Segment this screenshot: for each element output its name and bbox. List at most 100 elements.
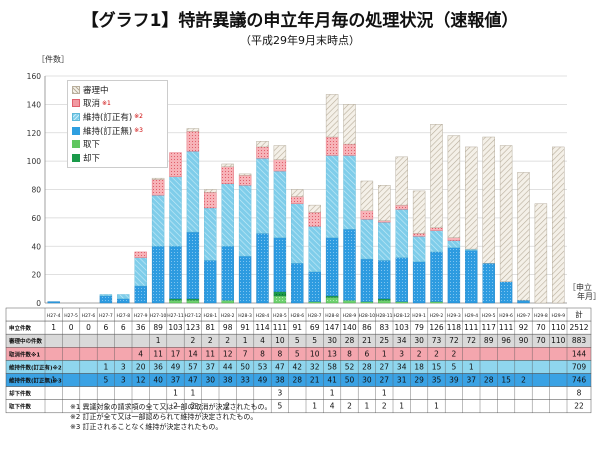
- y-tick-label: 60: [31, 214, 41, 223]
- table-cell: 37: [206, 362, 216, 371]
- bar-segment-maintain_uncorrected: [499, 281, 513, 304]
- bar-segment-pending: [378, 185, 391, 221]
- bar-segment-cancel: [360, 210, 374, 220]
- table-cell: 72: [449, 336, 459, 345]
- table-cell: 79: [414, 323, 424, 332]
- bar-segment-maintain_uncorrected: [308, 271, 321, 302]
- bar-segment-withdrawn: [378, 299, 391, 304]
- table-cell: 4: [330, 402, 335, 411]
- table-cell: 72: [467, 336, 477, 345]
- legend-label-maintain-uncorrected: 維持(訂正無): [83, 126, 133, 137]
- table-cell: 21: [362, 336, 372, 345]
- chart-subtitle: （平成29年9月末時点）: [240, 34, 360, 47]
- legend-label-cancel: 取消: [83, 99, 101, 110]
- bar-segment-cancel: [273, 159, 287, 172]
- bar-segment-cancel: [308, 211, 321, 227]
- table-header-cell: H28-9: [343, 313, 357, 319]
- y-tick-label: 160: [27, 72, 42, 81]
- bar-segment-maintain_corrected: [430, 230, 443, 253]
- table-cell: 27: [380, 362, 390, 371]
- bar-segment-maintain_corrected: [308, 226, 321, 272]
- bar-segment-cancel: [447, 237, 461, 241]
- table-cell: 4: [138, 349, 143, 358]
- y-tick-label: 120: [27, 129, 42, 138]
- table-cell: 1: [243, 336, 248, 345]
- bar-segment-withdrawn: [360, 301, 374, 304]
- table-cell: 1: [434, 402, 439, 411]
- bar-segment-cancel: [169, 152, 182, 177]
- table-cell: 70: [536, 336, 546, 345]
- table-cell: 73: [432, 336, 442, 345]
- table-cell: 35: [432, 376, 442, 385]
- bar-segment-pending: [412, 190, 426, 234]
- table-header-cell: H29-9: [551, 313, 565, 319]
- table-cell: 2: [521, 376, 526, 385]
- y-tick-label: 80: [31, 186, 41, 195]
- legend-swatch-maintain-corrected: [72, 112, 80, 121]
- bar-segment-pending: [256, 141, 269, 148]
- bar-segment-pending: [308, 204, 321, 213]
- bar-segment-dismissed: [378, 298, 391, 301]
- table-cell: 2: [173, 402, 178, 411]
- y-tick-label: 20: [31, 271, 41, 280]
- bar-segment-maintain_uncorrected: [343, 229, 356, 301]
- table-row-label: 審理中の件数: [8, 337, 43, 345]
- table-cell: 110: [551, 323, 566, 332]
- legend-item-dismissed: 却下: [72, 151, 163, 165]
- table-cell: 83: [380, 323, 390, 332]
- bar-segment-maintain_uncorrected: [412, 261, 426, 304]
- bar-segment-maintain_uncorrected: [186, 231, 200, 299]
- bar-segment-cancel: [325, 136, 339, 156]
- bar-segment-cancel: [430, 227, 443, 231]
- table-cell: 34: [397, 336, 407, 345]
- bar-segment-dismissed: [273, 291, 287, 297]
- table-cell: 3: [121, 376, 126, 385]
- bar-segment-pending: [151, 177, 165, 180]
- table-cell: 28: [293, 376, 303, 385]
- table-header-cell: H27-9: [134, 313, 148, 319]
- table-cell: 42: [293, 362, 303, 371]
- table-cell: 3: [121, 362, 126, 371]
- bar-segment-dismissed: [325, 295, 339, 298]
- bar-segment-maintain_corrected: [99, 294, 113, 297]
- table-row-label: 申立件数: [9, 324, 32, 332]
- table-total-header: 計: [575, 309, 583, 319]
- table-cell: 14: [188, 349, 198, 358]
- bar-segment-pending: [395, 156, 408, 206]
- table-cell: 6: [365, 349, 370, 358]
- table-total-cell: 22: [574, 402, 584, 411]
- legend-label-pending: 審理中: [83, 85, 109, 96]
- table-cell: 98: [223, 323, 233, 332]
- table-cell: 21: [310, 376, 320, 385]
- table-cell: 52: [345, 362, 355, 371]
- table-cell: 1: [173, 389, 178, 398]
- table-cell: 38: [275, 376, 285, 385]
- table-cell: 2: [225, 402, 230, 411]
- bar-segment-maintain_uncorrected: [465, 250, 478, 304]
- table-cell: 126: [429, 323, 444, 332]
- table-header-cell: H29-1: [412, 313, 426, 319]
- table-cell: 12: [136, 376, 146, 385]
- x-axis-label: 年月］: [577, 291, 600, 301]
- bar-segment-cancel: [221, 166, 234, 185]
- table-header-cell: H27-10: [150, 313, 167, 319]
- bar-segment-maintain_uncorrected: [482, 263, 495, 304]
- bar-segment-maintain_corrected: [117, 294, 130, 299]
- table-cell: 89: [484, 336, 494, 345]
- bar-segment-withdrawn: [308, 301, 321, 304]
- table-cell: 50: [345, 376, 355, 385]
- table-cell: 47: [275, 362, 285, 371]
- bar-segment-pending: [291, 189, 304, 197]
- bar-segment-pending: [447, 135, 461, 238]
- table-row-label: 維持件数(訂正無)※3: [9, 377, 62, 385]
- legend-swatch-dismissed: [72, 153, 80, 162]
- table-cell: 40: [153, 376, 163, 385]
- table-total-cell: 8: [577, 389, 582, 398]
- bar-segment-pending: [482, 136, 495, 264]
- bar-segment-maintain_corrected: [273, 170, 287, 238]
- table-cell: 50: [240, 362, 250, 371]
- table-row-label: 取下件数: [9, 403, 32, 411]
- table-cell: 1: [399, 402, 404, 411]
- table-cell: 49: [171, 362, 181, 371]
